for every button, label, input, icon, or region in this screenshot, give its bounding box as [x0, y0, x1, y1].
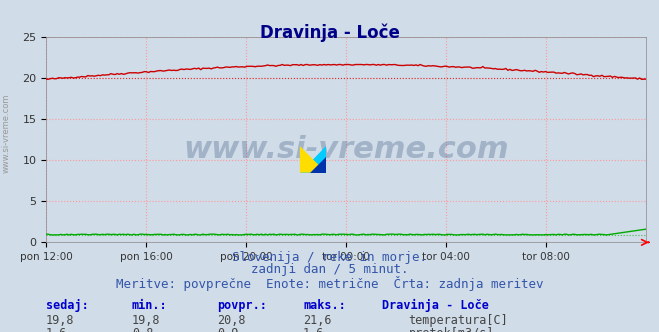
Text: temperatura[C]: temperatura[C] — [409, 314, 508, 327]
Text: 0,8: 0,8 — [132, 327, 153, 332]
Text: zadnji dan / 5 minut.: zadnji dan / 5 minut. — [251, 263, 408, 276]
Text: Slovenija / reke in morje.: Slovenija / reke in morje. — [232, 251, 427, 264]
Text: povpr.:: povpr.: — [217, 299, 268, 312]
Polygon shape — [300, 146, 326, 173]
Text: www.si-vreme.com: www.si-vreme.com — [183, 135, 509, 164]
Text: 19,8: 19,8 — [132, 314, 160, 327]
Text: pretok[m3/s]: pretok[m3/s] — [409, 327, 494, 332]
Text: 0,9: 0,9 — [217, 327, 239, 332]
Text: sedaj:: sedaj: — [46, 299, 89, 312]
Text: Dravinja - Loče: Dravinja - Loče — [260, 23, 399, 42]
Text: min.:: min.: — [132, 299, 167, 312]
Text: 1,6: 1,6 — [46, 327, 67, 332]
Text: 1,6: 1,6 — [303, 327, 324, 332]
Text: 19,8: 19,8 — [46, 314, 74, 327]
Text: 21,6: 21,6 — [303, 314, 331, 327]
Polygon shape — [300, 146, 326, 173]
Text: 20,8: 20,8 — [217, 314, 246, 327]
Text: www.si-vreme.com: www.si-vreme.com — [2, 93, 11, 173]
Text: Meritve: povprečne  Enote: metrične  Črta: zadnja meritev: Meritve: povprečne Enote: metrične Črta:… — [116, 276, 543, 291]
Polygon shape — [310, 157, 326, 173]
Text: maks.:: maks.: — [303, 299, 346, 312]
Text: Dravinja - Loče: Dravinja - Loče — [382, 299, 489, 312]
